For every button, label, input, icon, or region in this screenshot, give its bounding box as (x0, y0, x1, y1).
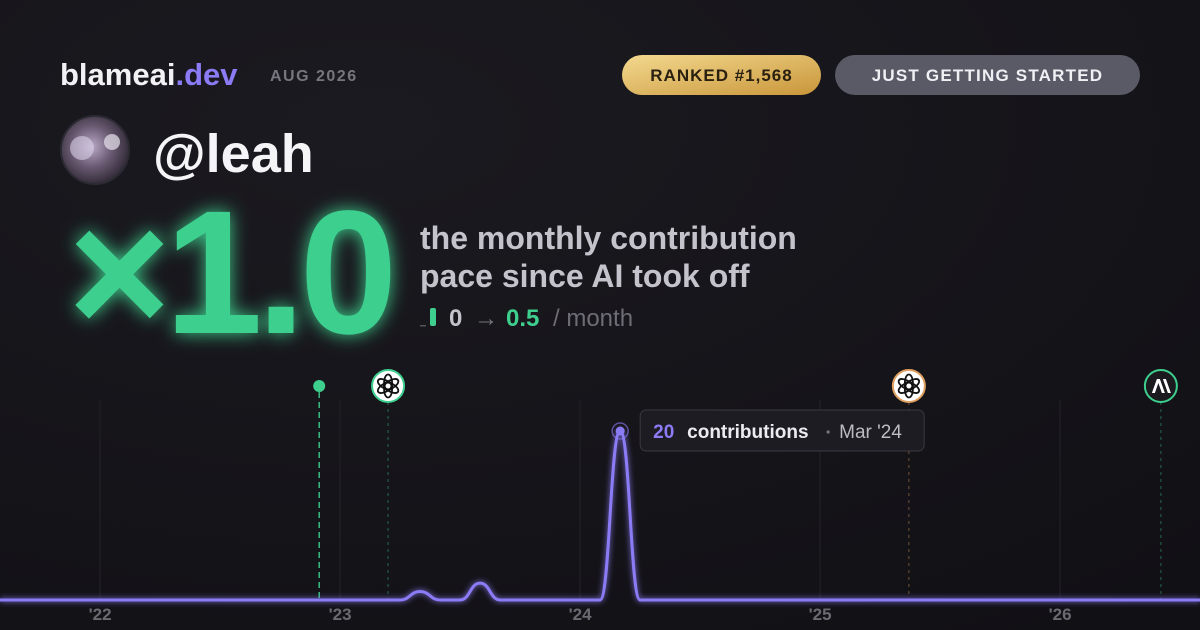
event-icon (891, 369, 926, 403)
tooltip (639, 409, 925, 452)
rank-badge (622, 55, 821, 95)
pace-unit: / month (553, 305, 633, 332)
avatar-detail (70, 136, 94, 160)
tooltip-value: 20 (653, 422, 674, 443)
date: AUG 2026 (270, 68, 358, 85)
icon-bg (891, 369, 926, 403)
pace: 0 → 0.5 / month (449, 305, 633, 332)
x-tick-label: '22 (89, 605, 112, 624)
description-line: the monthly contribution (420, 220, 797, 256)
tooltip-unit: contributions (687, 422, 808, 443)
pace-to: 0.5 (506, 305, 539, 332)
mini-bar (430, 308, 436, 326)
icon-petal (897, 381, 914, 394)
brand-name: blameai (60, 57, 175, 92)
icon-petal (376, 381, 394, 394)
chart: '22 '23 '24 '25 '26 20 contributions Mar '24 (0, 369, 1200, 624)
handle: @leah (153, 124, 314, 184)
event-icon (371, 369, 406, 403)
level-badge (835, 55, 1140, 95)
brand: blameai.dev (60, 57, 238, 92)
tooltip-label: Mar '24 (839, 422, 902, 443)
x-tick-label: '24 (569, 605, 592, 624)
mini-bar (420, 325, 426, 327)
level-badge-text: JUST GETTING STARTED (872, 66, 1103, 85)
tooltip-sep (826, 430, 830, 434)
brand-suffix: .dev (175, 57, 238, 92)
hover-ring (611, 422, 629, 440)
hover-point (615, 426, 625, 436)
x-tick-label: '23 (329, 605, 352, 624)
multiplier: ×1.0 (68, 175, 391, 371)
description-line: pace since AI took off (420, 258, 750, 294)
pace-from: 0 (449, 305, 462, 332)
event-icon (1143, 369, 1178, 403)
icon-petal (376, 378, 394, 391)
icon-glyph (1151, 379, 1171, 393)
x-tick-label: '26 (1049, 605, 1072, 624)
icon-petal (897, 378, 914, 391)
rank-badge-text: RANKED #1,568 (650, 66, 792, 85)
icon-bg (371, 369, 406, 403)
event-dot (313, 380, 326, 392)
pace-arrow: → (474, 305, 498, 332)
avatar-detail (104, 134, 120, 150)
series-line (0, 429, 1200, 602)
x-tick-label: '25 (809, 605, 832, 624)
avatar (60, 115, 130, 185)
